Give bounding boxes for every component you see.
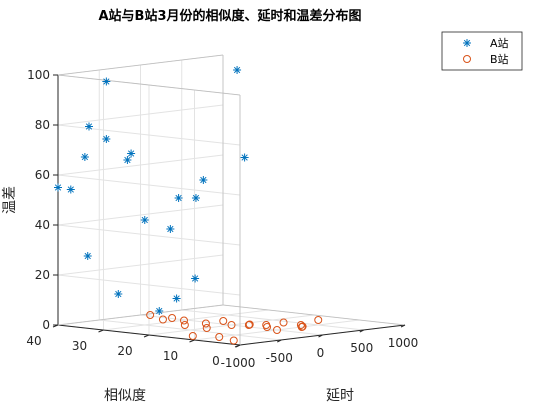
series-1-point — [314, 316, 323, 324]
z-tick-label: 60 — [35, 168, 50, 182]
box-edge-top-back — [57, 54, 224, 76]
z-tick-label: 40 — [35, 218, 50, 232]
y-tick-mark — [98, 329, 104, 333]
series-1-point — [180, 321, 189, 329]
series-0-point — [155, 307, 164, 315]
series-1-point — [297, 323, 306, 331]
grid-line-z-side — [57, 224, 241, 246]
box-edge-floor-right — [222, 304, 406, 326]
series-0-point — [114, 290, 123, 298]
grid-line-y-floor — [194, 319, 360, 341]
y-tick-mark — [143, 334, 150, 338]
grid-line-z-side — [57, 124, 241, 146]
series-1-point — [180, 316, 188, 325]
legend-marker-0 — [463, 39, 471, 47]
y-tick-label: 20 — [117, 344, 132, 358]
series-1-point — [273, 326, 281, 334]
grid-line-z-back — [57, 204, 224, 226]
y-tick-label: 10 — [163, 349, 178, 363]
grid-line-z-side — [57, 174, 241, 196]
y-tick-mark — [189, 339, 195, 343]
z-tick-label: 80 — [35, 118, 50, 132]
series-1-point — [219, 317, 228, 325]
grid-line-z-back — [57, 104, 224, 126]
series-0-point — [66, 185, 75, 194]
series-0-point — [54, 183, 62, 192]
x-tick-mark — [277, 339, 282, 343]
grid-line-y-floor — [148, 314, 315, 336]
legend: A站 B站 — [441, 31, 523, 71]
series-1-point — [244, 321, 253, 329]
x-tick-mark — [400, 324, 406, 328]
series-0-point — [172, 294, 181, 303]
y-tick-label: 40 — [26, 334, 41, 348]
y-tick-label: 0 — [212, 354, 220, 368]
x-tick-label: 1000 — [388, 336, 419, 350]
x-tick-label: -500 — [266, 351, 293, 365]
legend-label-1: B站 — [490, 52, 509, 66]
z-tick-label: 0 — [42, 318, 50, 332]
series-0-point — [102, 135, 111, 143]
series-1-point — [158, 315, 167, 324]
box-edge-top-left — [57, 74, 241, 96]
legend-label-0: A站 — [490, 36, 509, 50]
box-edge-floor-back — [57, 304, 224, 326]
y-tick-label: 30 — [72, 339, 87, 353]
series-0-point — [80, 153, 89, 161]
series-1-point — [202, 324, 211, 332]
data-marks — [54, 66, 323, 345]
legend-box — [441, 31, 523, 71]
series-0-point — [233, 66, 242, 74]
z-tick-label: 20 — [35, 268, 50, 282]
series-1-point — [215, 333, 224, 341]
series-1-point — [229, 336, 238, 345]
series-0-point — [140, 216, 149, 224]
series-0-point — [83, 252, 92, 260]
x-tick-label: -1000 — [221, 356, 256, 370]
series-0-point — [191, 274, 200, 283]
z-axis-label: 温差 — [2, 186, 18, 214]
series-0-point — [240, 153, 249, 162]
series-0-point — [174, 194, 183, 202]
series-1-point — [227, 321, 236, 329]
series-0-point — [191, 194, 200, 202]
z-tick-label: 100 — [27, 68, 50, 82]
x-axis-label: 延时 — [326, 388, 354, 404]
y-axis-label: 相似度 — [104, 388, 146, 404]
grid-line-z-back — [57, 154, 224, 176]
series-0-point — [166, 225, 175, 233]
x-tick-mark — [359, 329, 364, 333]
series-1-point — [262, 321, 271, 329]
series-1-point — [188, 332, 197, 340]
series-0-point — [102, 77, 111, 86]
series-1-point — [146, 311, 155, 319]
series-0-point — [123, 156, 132, 164]
series-1-point — [168, 314, 177, 322]
x-tick-label: 0 — [317, 346, 325, 360]
axes-panes — [58, 55, 405, 345]
grid-line-z-back — [57, 254, 224, 276]
chart-title: A站与B站3月份的相似度、延时和温差分布图 — [98, 8, 361, 24]
y-tick-mark — [234, 344, 241, 348]
series-0-point — [85, 122, 93, 131]
series-1-point — [279, 318, 288, 327]
x-tick-label: 500 — [350, 341, 373, 355]
x-tick-mark — [318, 334, 323, 338]
series-1-point — [201, 319, 210, 328]
grid-line-z-side — [57, 274, 241, 296]
series-0-point — [127, 149, 136, 158]
legend-marker-1 — [463, 55, 471, 63]
series-0-point — [199, 176, 208, 184]
grid-line-y-floor — [103, 309, 269, 331]
